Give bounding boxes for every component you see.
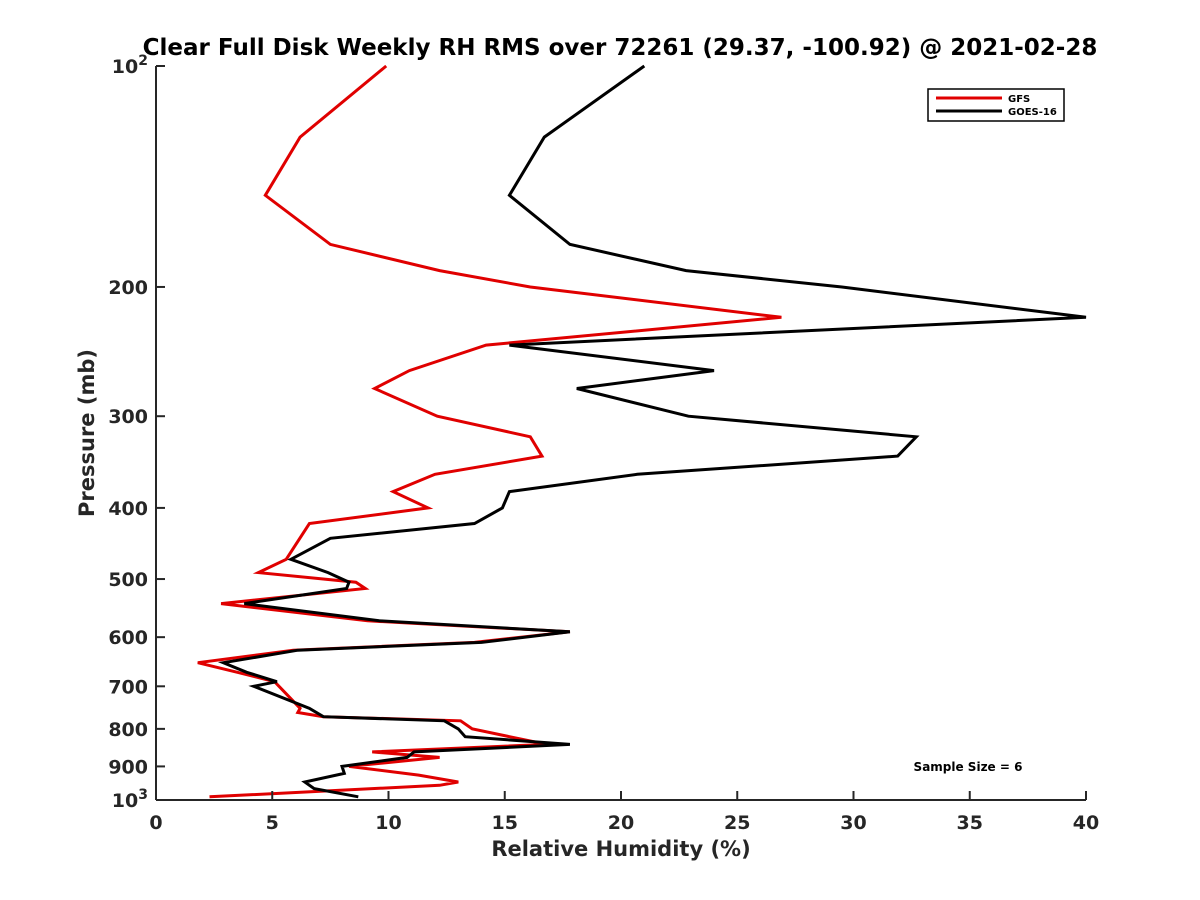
y-tick-label: 200	[108, 277, 148, 299]
y-tick-label: 600	[108, 627, 148, 649]
x-tick-label: 35	[957, 812, 983, 834]
x-tick-label: 30	[840, 812, 866, 834]
y-tick-label: 103	[112, 787, 148, 812]
x-tick-label: 15	[492, 812, 518, 834]
y-axis-label: Pressure (mb)	[75, 349, 99, 517]
x-tick-label: 5	[266, 812, 279, 834]
x-axis-label: Relative Humidity (%)	[491, 837, 750, 861]
legend-box	[927, 88, 1065, 122]
y-tick-label: 500	[108, 569, 148, 591]
x-tick-label: 0	[149, 812, 162, 834]
x-tick-label: 20	[608, 812, 634, 834]
series-layer	[197, 64, 1087, 799]
y-tick-label: 400	[108, 498, 148, 520]
y-tick-label: 300	[108, 406, 148, 428]
chart-title: Clear Full Disk Weekly RH RMS over 72261…	[143, 35, 1098, 61]
x-tick-label: 10	[375, 812, 401, 834]
axes-layer: 0 5 10 15 20 25 30 35 40 200 300 400 500 600 700 800 900…	[108, 53, 1099, 834]
legend-label-gfs: GFS	[1008, 94, 1030, 105]
sample-size-annotation: Sample Size = 6	[914, 760, 1023, 774]
series-line-goes-16	[217, 64, 1087, 799]
plot-area	[156, 66, 1086, 800]
y-tick-label: 700	[108, 676, 148, 698]
y-tick-label: 102	[112, 53, 148, 78]
y-tick-label: 900	[108, 756, 148, 778]
y-tick-label: 800	[108, 719, 148, 741]
x-tick-label: 25	[724, 812, 750, 834]
legend: GFS GOES-16	[927, 88, 1065, 122]
legend-label-goes: GOES-16	[1008, 107, 1057, 118]
x-tick-label: 40	[1073, 812, 1099, 834]
